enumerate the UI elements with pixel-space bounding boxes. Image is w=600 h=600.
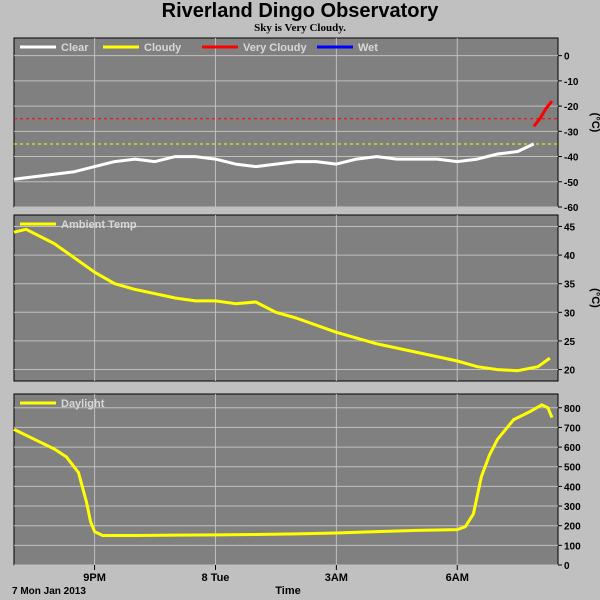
xtick-label: 6AM [446, 572, 469, 584]
daylight-ytick-label: 100 [564, 541, 581, 552]
legend-label: Ambient Temp [61, 219, 137, 231]
ambient-ytick-label: 25 [564, 337, 576, 348]
chart-title: Riverland Dingo Observatory [161, 0, 439, 22]
daylight-ytick-label: 400 [564, 482, 581, 493]
sky-ytick-label: -40 [564, 153, 579, 164]
legend-label: Very Cloudy [243, 42, 307, 54]
daylight-ytick-label: 800 [564, 404, 581, 415]
chart-subtitle: Sky is Very Cloudy. [254, 22, 346, 34]
daylight-panel [13, 393, 559, 566]
xtick-label: 8 Tue [202, 572, 230, 584]
sky-ytick-label: -10 [564, 77, 579, 88]
ambient-ytick-label: 30 [564, 308, 576, 319]
legend-label: Wet [358, 42, 378, 54]
daylight-ytick-label: 300 [564, 502, 581, 513]
daylight-ytick-label: 700 [564, 423, 581, 434]
xtick-label: 9PM [83, 572, 106, 584]
ambient-ytick-label: 45 [564, 222, 576, 233]
sky-series-line [13, 142, 535, 181]
ambient-series-line [13, 227, 551, 373]
sky-ytick-label: -20 [564, 102, 579, 113]
sky-series-line [532, 100, 554, 128]
ambient-ytick-label: 20 [564, 366, 576, 377]
ambient-ytick-label: 40 [564, 251, 576, 262]
sky-ytick-label: -30 [564, 127, 579, 138]
x-date-label: 7 Mon Jan 2013 [12, 586, 86, 597]
ambient-ytick-label: 35 [564, 280, 576, 291]
legend-label: Daylight [61, 398, 105, 410]
sky-ytick-label: -60 [564, 203, 579, 214]
sky-panel [13, 37, 559, 208]
daylight-ytick-label: 0 [564, 561, 570, 572]
sky-ytick-label: -50 [564, 178, 579, 189]
daylight-ytick-label: 200 [564, 522, 581, 533]
legend-label: Cloudy [144, 42, 182, 54]
ambient-ylabel: (°C) [589, 288, 600, 308]
daylight-ytick-label: 500 [564, 463, 581, 474]
sky-ytick-label: 0 [564, 52, 570, 63]
daylight-series-line [13, 403, 554, 537]
x-axis-title: Time [275, 585, 300, 597]
ambient-panel [13, 214, 559, 382]
daylight-ytick-label: 600 [564, 443, 581, 454]
xtick-label: 3AM [325, 572, 348, 584]
legend-label: Clear [61, 42, 89, 54]
sky-ylabel: (°C) [589, 113, 600, 133]
